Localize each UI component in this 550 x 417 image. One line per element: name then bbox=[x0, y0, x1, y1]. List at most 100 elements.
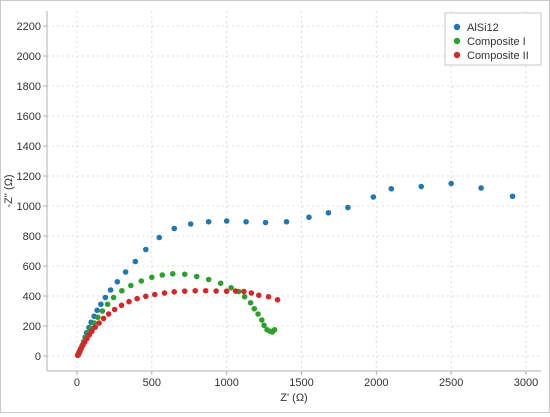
data-point bbox=[143, 293, 149, 300]
data-point bbox=[95, 314, 101, 321]
data-point bbox=[126, 298, 132, 305]
data-point bbox=[205, 218, 212, 225]
grid bbox=[47, 11, 541, 371]
data-point bbox=[271, 326, 278, 333]
data-point bbox=[388, 185, 395, 192]
data-point bbox=[91, 320, 97, 326]
y-tick-label: 2000 bbox=[17, 51, 41, 63]
data-point bbox=[241, 288, 247, 295]
x-tick-label: 2500 bbox=[439, 377, 463, 389]
data-point bbox=[114, 278, 121, 285]
legend-marker-icon bbox=[453, 37, 461, 45]
data-point bbox=[102, 294, 109, 301]
data-point bbox=[100, 315, 107, 322]
x-tick-label: 1500 bbox=[289, 377, 313, 389]
data-point bbox=[171, 225, 178, 232]
y-tick-label: 1200 bbox=[17, 171, 41, 183]
data-point bbox=[213, 288, 219, 294]
legend-item-alsi12: AlSi12 bbox=[453, 22, 499, 34]
data-point bbox=[119, 287, 125, 294]
y-tick-label: 2200 bbox=[17, 21, 41, 33]
y-tick-label: 1600 bbox=[17, 111, 41, 123]
legend-marker-icon bbox=[453, 23, 461, 31]
data-point bbox=[151, 291, 158, 298]
legend-marker-icon bbox=[453, 51, 461, 59]
data-point bbox=[202, 287, 209, 294]
y-tick-label: 600 bbox=[23, 261, 41, 273]
y-tick-label: 1400 bbox=[17, 141, 41, 153]
data-point bbox=[98, 301, 104, 308]
legend-item-composite-i: Composite I bbox=[453, 36, 526, 48]
data-points bbox=[74, 180, 516, 359]
data-point bbox=[247, 299, 254, 306]
data-point bbox=[110, 294, 117, 301]
data-point bbox=[248, 290, 255, 296]
data-point bbox=[256, 292, 262, 299]
data-point bbox=[217, 280, 224, 287]
y-tick-label: 200 bbox=[23, 321, 41, 333]
data-point bbox=[262, 219, 269, 226]
x-tick-label: 500 bbox=[143, 377, 161, 389]
legend: AlSi12 Composite I Composite II bbox=[444, 12, 542, 66]
data-point bbox=[143, 246, 149, 253]
legend-label: Composite II bbox=[467, 50, 529, 62]
legend-box bbox=[444, 12, 542, 66]
data-point bbox=[159, 272, 166, 278]
axes bbox=[43, 11, 541, 375]
data-point bbox=[478, 185, 484, 191]
x-tick-label: 1000 bbox=[214, 377, 238, 389]
data-point bbox=[243, 218, 249, 225]
data-point bbox=[118, 302, 125, 309]
data-point bbox=[223, 288, 230, 295]
tick-labels: 0 500 1000 1500 2000 2500 3000 0 200 400 600 800 100… bbox=[17, 21, 539, 389]
legend-label: AlSi12 bbox=[467, 22, 499, 34]
data-point bbox=[99, 308, 106, 314]
data-point bbox=[232, 288, 239, 294]
data-point bbox=[181, 271, 188, 278]
y-tick-label: 1000 bbox=[17, 201, 41, 213]
data-point bbox=[223, 218, 230, 224]
data-point bbox=[181, 288, 188, 295]
data-point bbox=[345, 204, 351, 211]
data-point bbox=[89, 328, 95, 335]
data-point bbox=[228, 284, 234, 291]
data-point bbox=[261, 322, 267, 329]
data-point bbox=[448, 180, 454, 187]
data-point bbox=[274, 296, 281, 303]
data-point bbox=[251, 305, 258, 312]
data-point bbox=[96, 320, 102, 326]
x-tick-label: 2000 bbox=[364, 377, 388, 389]
data-point bbox=[169, 271, 176, 277]
data-point bbox=[193, 273, 200, 280]
x-tick-label: 3000 bbox=[514, 377, 538, 389]
data-point bbox=[105, 311, 112, 317]
data-point bbox=[171, 289, 178, 295]
y-tick-label: 400 bbox=[23, 291, 41, 303]
data-point bbox=[122, 269, 129, 275]
x-tick-label: 0 bbox=[74, 377, 80, 389]
y-tick-label: 1800 bbox=[17, 81, 41, 93]
data-point bbox=[241, 293, 248, 300]
data-point bbox=[306, 214, 312, 221]
legend-label: Composite I bbox=[467, 36, 526, 48]
data-point bbox=[107, 287, 114, 293]
data-point bbox=[259, 317, 265, 323]
y-tick-label: 0 bbox=[35, 351, 41, 363]
data-point bbox=[370, 194, 377, 200]
data-point bbox=[187, 221, 194, 227]
series-composite-i bbox=[74, 271, 278, 359]
data-point bbox=[265, 293, 272, 300]
data-point bbox=[205, 276, 212, 283]
y-tick-label: 800 bbox=[23, 231, 41, 243]
data-point bbox=[192, 287, 198, 294]
data-point bbox=[156, 234, 163, 241]
x-axis-label: Z' (Ω) bbox=[280, 392, 307, 404]
data-point bbox=[255, 311, 261, 317]
data-point bbox=[509, 193, 516, 200]
data-point bbox=[94, 307, 100, 314]
data-point bbox=[128, 282, 134, 289]
data-point bbox=[92, 324, 99, 331]
data-point bbox=[418, 183, 425, 190]
